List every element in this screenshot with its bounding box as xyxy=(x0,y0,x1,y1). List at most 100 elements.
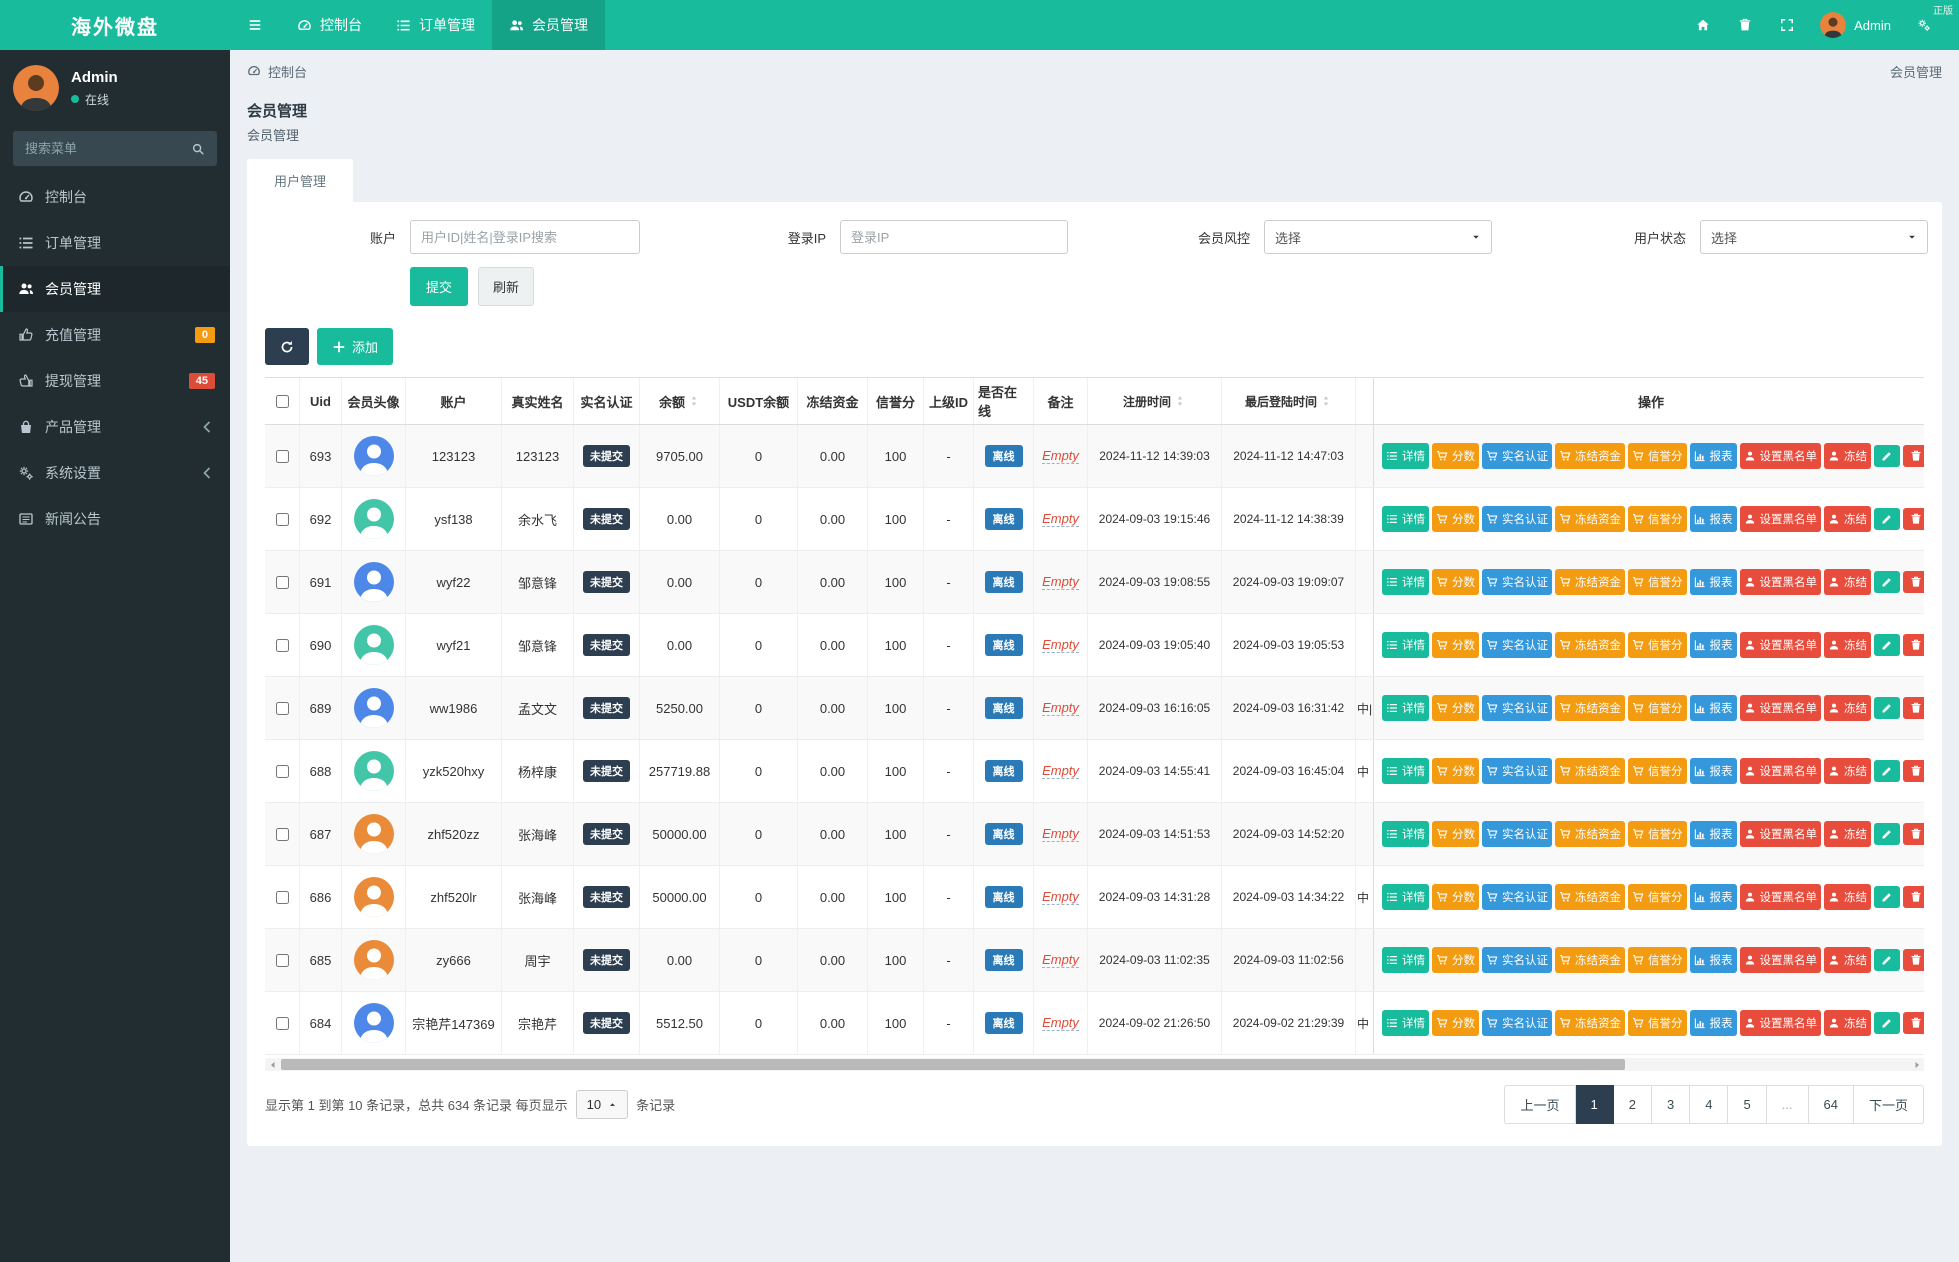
credit-score-button[interactable]: 信誉分 xyxy=(1628,1010,1687,1036)
score-button[interactable]: 分数 xyxy=(1432,695,1479,721)
set-blacklist-button[interactable]: 设置黑名单 xyxy=(1739,947,1821,973)
delete-button[interactable] xyxy=(1903,760,1924,782)
freeze-button[interactable]: 冻结 xyxy=(1824,1010,1871,1036)
edit-button[interactable] xyxy=(1874,508,1900,530)
page-button-page-64[interactable]: 64 xyxy=(1808,1085,1854,1124)
trash-button[interactable] xyxy=(1726,0,1764,50)
delete-button[interactable] xyxy=(1903,949,1924,971)
detail-button[interactable]: 详情 xyxy=(1382,821,1429,847)
sidebar-item-members[interactable]: 会员管理 xyxy=(0,266,230,312)
set-blacklist-button[interactable]: 设置黑名单 xyxy=(1739,506,1821,532)
delete-button[interactable] xyxy=(1903,634,1924,656)
delete-button[interactable] xyxy=(1903,445,1924,467)
home-button[interactable] xyxy=(1684,0,1722,50)
page-button-page-4[interactable]: 4 xyxy=(1690,1085,1729,1124)
report-button[interactable]: 报表 xyxy=(1689,884,1737,910)
remark-editable[interactable]: Empty xyxy=(1042,763,1079,779)
real-name-verify-button[interactable]: 实名认证 xyxy=(1482,695,1552,721)
page-button-page-3[interactable]: 3 xyxy=(1651,1085,1691,1124)
freeze-funds-button[interactable]: 冻结资金 xyxy=(1555,443,1625,469)
sidebar-toggle-button[interactable] xyxy=(230,0,280,50)
delete-button[interactable] xyxy=(1903,508,1924,530)
reload-table-button[interactable] xyxy=(265,328,309,365)
real-name-verify-button[interactable]: 实名认证 xyxy=(1482,443,1552,469)
page-button-page-5[interactable]: 5 xyxy=(1728,1085,1767,1124)
score-button[interactable]: 分数 xyxy=(1432,632,1479,658)
credit-score-button[interactable]: 信誉分 xyxy=(1628,884,1687,910)
sidebar-search-button[interactable] xyxy=(179,131,217,166)
credit-score-button[interactable]: 信誉分 xyxy=(1628,947,1687,973)
real-name-verify-button[interactable]: 实名认证 xyxy=(1482,569,1552,595)
credit-score-button[interactable]: 信誉分 xyxy=(1628,569,1687,595)
nav-item-dashboard[interactable]: 控制台 xyxy=(280,0,379,50)
freeze-funds-button[interactable]: 冻结资金 xyxy=(1555,506,1625,532)
account-input[interactable] xyxy=(410,220,640,254)
sidebar-item-news[interactable]: 新闻公告 xyxy=(0,496,230,542)
row-checkbox[interactable] xyxy=(276,701,289,715)
score-button[interactable]: 分数 xyxy=(1432,443,1479,469)
report-button[interactable]: 报表 xyxy=(1689,695,1737,721)
set-blacklist-button[interactable]: 设置黑名单 xyxy=(1739,1010,1821,1036)
freeze-button[interactable]: 冻结 xyxy=(1824,821,1871,847)
freeze-button[interactable]: 冻结 xyxy=(1824,506,1871,532)
set-blacklist-button[interactable]: 设置黑名单 xyxy=(1739,443,1821,469)
submit-button[interactable]: 提交 xyxy=(410,267,469,306)
edit-button[interactable] xyxy=(1874,445,1900,467)
status-select[interactable]: 选择 xyxy=(1700,220,1928,254)
real-name-verify-button[interactable]: 实名认证 xyxy=(1482,506,1552,532)
detail-button[interactable]: 详情 xyxy=(1382,632,1429,658)
freeze-button[interactable]: 冻结 xyxy=(1824,947,1871,973)
credit-score-button[interactable]: 信誉分 xyxy=(1628,632,1687,658)
freeze-funds-button[interactable]: 冻结资金 xyxy=(1555,821,1625,847)
freeze-funds-button[interactable]: 冻结资金 xyxy=(1555,884,1625,910)
report-button[interactable]: 报表 xyxy=(1689,506,1737,532)
score-button[interactable]: 分数 xyxy=(1432,821,1479,847)
row-checkbox[interactable] xyxy=(276,638,289,652)
credit-score-button[interactable]: 信誉分 xyxy=(1628,695,1687,721)
report-button[interactable]: 报表 xyxy=(1689,758,1737,784)
freeze-button[interactable]: 冻结 xyxy=(1824,695,1871,721)
score-button[interactable]: 分数 xyxy=(1432,947,1479,973)
credit-score-button[interactable]: 信誉分 xyxy=(1628,758,1687,784)
page-button-page-2[interactable]: 2 xyxy=(1613,1085,1652,1124)
remark-editable[interactable]: Empty xyxy=(1042,574,1079,590)
row-checkbox[interactable] xyxy=(276,1016,289,1030)
refresh-button[interactable]: 刷新 xyxy=(478,267,535,306)
navbar-user-menu[interactable]: Admin xyxy=(1810,12,1901,38)
nav-item-orders[interactable]: 订单管理 xyxy=(379,0,492,50)
edit-button[interactable] xyxy=(1874,1012,1900,1034)
edit-button[interactable] xyxy=(1874,634,1900,656)
row-checkbox[interactable] xyxy=(276,512,289,526)
delete-button[interactable] xyxy=(1903,823,1924,845)
sidebar-item-dashboard[interactable]: 控制台 xyxy=(0,174,230,220)
score-button[interactable]: 分数 xyxy=(1432,506,1479,532)
row-checkbox[interactable] xyxy=(276,890,289,904)
report-button[interactable]: 报表 xyxy=(1689,947,1737,973)
set-blacklist-button[interactable]: 设置黑名单 xyxy=(1739,758,1821,784)
brand-logo[interactable]: 海外微盘 xyxy=(71,16,159,39)
remark-editable[interactable]: Empty xyxy=(1042,637,1079,653)
delete-button[interactable] xyxy=(1903,571,1924,593)
sidebar-item-products[interactable]: 产品管理 xyxy=(0,404,230,450)
score-button[interactable]: 分数 xyxy=(1432,884,1479,910)
freeze-funds-button[interactable]: 冻结资金 xyxy=(1555,569,1625,595)
detail-button[interactable]: 详情 xyxy=(1382,884,1429,910)
set-blacklist-button[interactable]: 设置黑名单 xyxy=(1739,695,1821,721)
remark-editable[interactable]: Empty xyxy=(1042,826,1079,842)
set-blacklist-button[interactable]: 设置黑名单 xyxy=(1739,821,1821,847)
freeze-funds-button[interactable]: 冻结资金 xyxy=(1555,1010,1625,1036)
row-checkbox[interactable] xyxy=(276,953,289,967)
freeze-funds-button[interactable]: 冻结资金 xyxy=(1555,758,1625,784)
report-button[interactable]: 报表 xyxy=(1689,1010,1737,1036)
real-name-verify-button[interactable]: 实名认证 xyxy=(1482,1010,1552,1036)
nav-item-members[interactable]: 会员管理 xyxy=(492,0,605,50)
detail-button[interactable]: 详情 xyxy=(1382,695,1429,721)
detail-button[interactable]: 详情 xyxy=(1382,1010,1429,1036)
edit-button[interactable] xyxy=(1874,823,1900,845)
remark-editable[interactable]: Empty xyxy=(1042,952,1079,968)
credit-score-button[interactable]: 信誉分 xyxy=(1628,506,1687,532)
detail-button[interactable]: 详情 xyxy=(1382,947,1429,973)
freeze-funds-button[interactable]: 冻结资金 xyxy=(1555,632,1625,658)
real-name-verify-button[interactable]: 实名认证 xyxy=(1482,758,1552,784)
page-button-page-1[interactable]: 1 xyxy=(1575,1085,1614,1124)
